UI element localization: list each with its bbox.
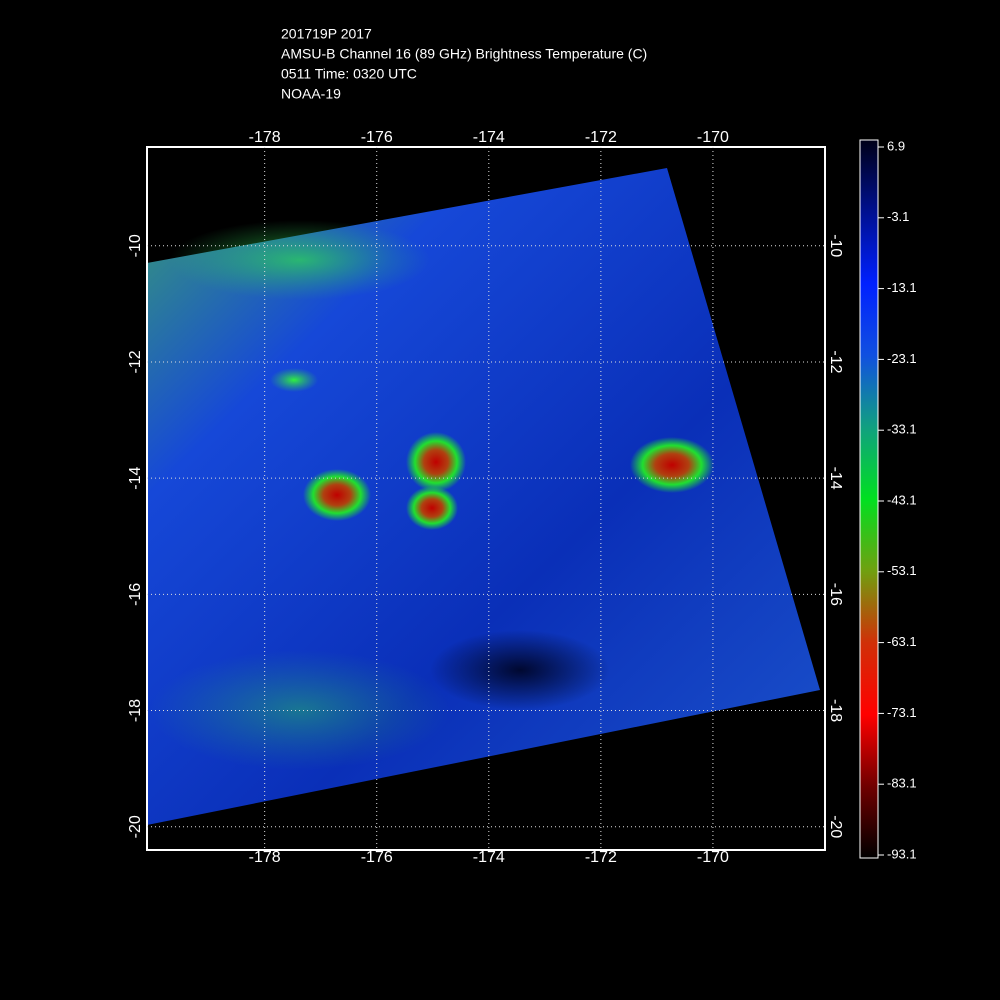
x-tick-label: -174 — [473, 849, 505, 866]
x-tick-label: -172 — [585, 849, 617, 866]
moist-region — [170, 220, 430, 300]
colorbar-label: -63.1 — [887, 634, 917, 649]
convection — [270, 368, 318, 392]
y-tick-label: -18 — [127, 699, 144, 722]
colorbar-label: -93.1 — [887, 846, 917, 861]
colorbar-label: -43.1 — [887, 492, 917, 507]
x-tick-label: -170 — [697, 129, 729, 146]
y-tick-label: -10 — [127, 234, 144, 257]
y-tick-label: -12 — [827, 350, 844, 373]
x-tick-label: -176 — [361, 129, 393, 146]
title-line: 0511 Time: 0320 UTC — [281, 66, 417, 82]
y-tick-label: -14 — [127, 467, 144, 490]
x-tick-label: -174 — [473, 129, 505, 146]
imagery — [147, 168, 820, 825]
y-tick-label: -10 — [827, 234, 844, 257]
convection — [303, 469, 371, 521]
y-tick-label: -14 — [827, 467, 844, 490]
dry-region — [430, 630, 610, 710]
convection — [406, 432, 466, 492]
colorbar-label: 6.9 — [887, 138, 905, 153]
x-tick-label: -176 — [361, 849, 393, 866]
colorbar-label: -13.1 — [887, 280, 917, 295]
convection — [630, 437, 714, 493]
y-tick-label: -16 — [127, 583, 144, 606]
convection — [406, 486, 458, 530]
title-line: NOAA-19 — [281, 86, 341, 102]
moist-region — [150, 650, 450, 770]
x-tick-label: -170 — [697, 849, 729, 866]
y-tick-label: -20 — [127, 815, 144, 838]
colorbar-label: -33.1 — [887, 422, 917, 437]
map-frame — [146, 146, 826, 851]
y-tick-label: -20 — [827, 815, 844, 838]
colorbar-label: -83.1 — [887, 776, 917, 791]
x-tick-label: -172 — [585, 129, 617, 146]
colorbar-label: -53.1 — [887, 563, 917, 578]
title-line: 201719P 2017 — [281, 26, 372, 42]
x-tick-label: -178 — [249, 849, 281, 866]
colorbar — [859, 139, 879, 859]
title-line: AMSU-B Channel 16 (89 GHz) Brightness Te… — [281, 46, 647, 62]
colorbar-label: -3.1 — [887, 209, 909, 224]
y-tick-label: -16 — [827, 583, 844, 606]
y-tick-label: -18 — [827, 699, 844, 722]
colorbar-label: -23.1 — [887, 351, 917, 366]
colorbar-label: -73.1 — [887, 705, 917, 720]
y-tick-label: -12 — [127, 350, 144, 373]
x-tick-label: -178 — [249, 129, 281, 146]
